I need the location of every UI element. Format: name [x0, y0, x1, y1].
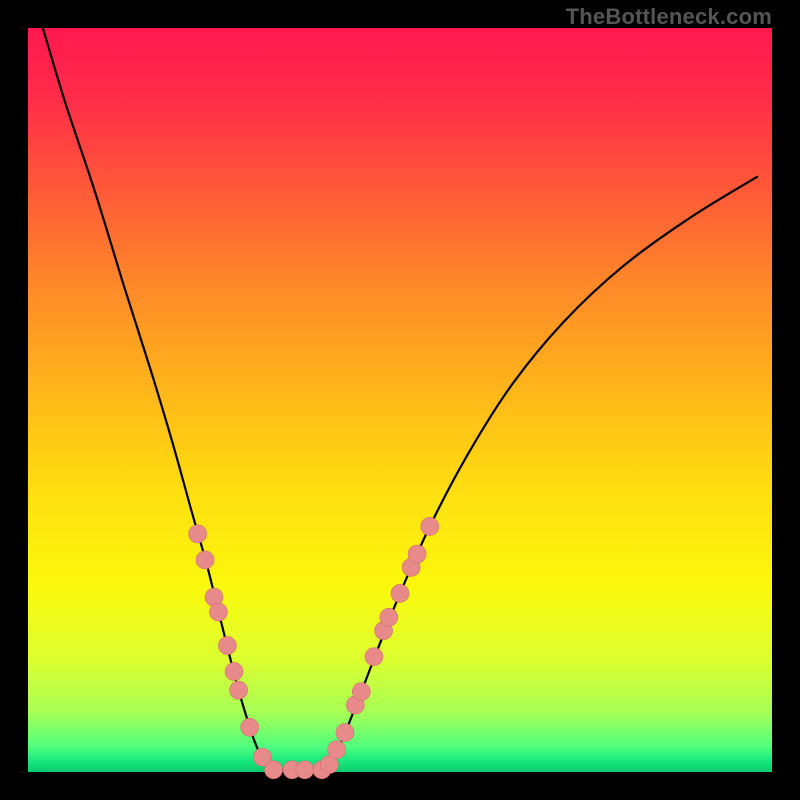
data-marker	[408, 545, 426, 563]
curve-layer	[28, 28, 772, 772]
watermark-text: TheBottleneck.com	[566, 4, 772, 30]
data-marker	[421, 517, 439, 535]
data-marker	[391, 584, 409, 602]
chart-frame: TheBottleneck.com	[0, 0, 800, 800]
plot-area	[28, 28, 772, 772]
data-marker	[218, 637, 236, 655]
data-marker	[336, 724, 354, 742]
data-marker	[241, 718, 259, 736]
data-marker	[189, 525, 207, 543]
data-marker	[352, 683, 370, 701]
data-marker	[365, 648, 383, 666]
data-marker	[380, 608, 398, 626]
data-marker	[265, 761, 283, 779]
data-marker	[225, 663, 243, 681]
bottleneck-curve	[43, 28, 757, 770]
marker-group	[189, 517, 439, 778]
data-marker	[328, 741, 346, 759]
data-marker	[196, 551, 214, 569]
data-marker	[230, 681, 248, 699]
data-marker	[296, 761, 314, 779]
data-marker	[209, 603, 227, 621]
